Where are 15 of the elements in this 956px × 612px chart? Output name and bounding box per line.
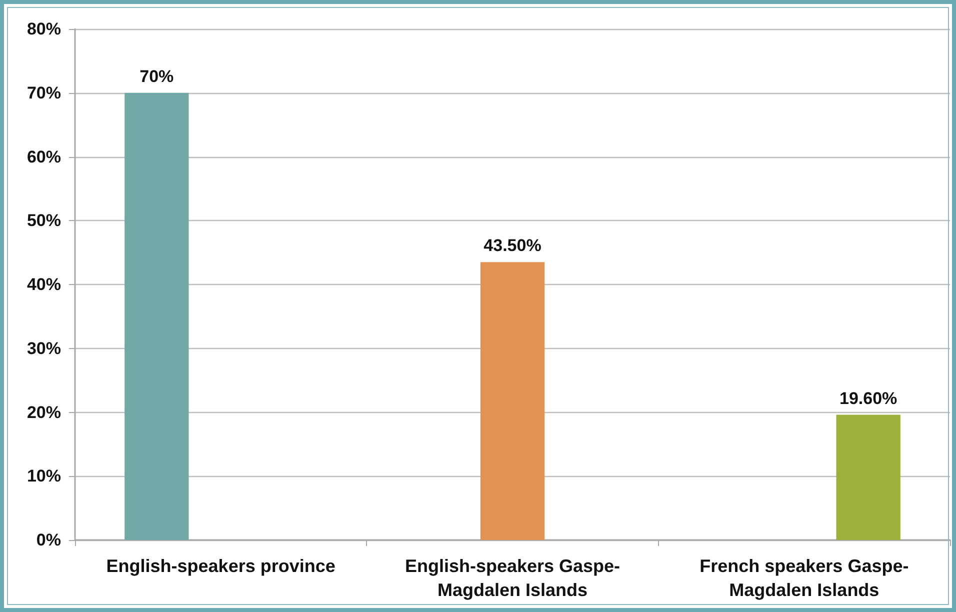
y-tick-label: 20% (26, 402, 61, 422)
data-label: 19.60% (839, 388, 898, 408)
data-label: 70% (140, 66, 174, 86)
y-tick-label: 30% (26, 338, 61, 358)
x-tick-label: French speakers Gaspe-Magdalen Islands (700, 556, 909, 600)
data-label: 43.50% (484, 236, 542, 256)
y-tick-label: 80% (26, 20, 61, 38)
x-tick-label: English-speakers province (106, 556, 336, 576)
y-tick-label: 70% (26, 83, 61, 102)
x-tick-label: English-speakers Gaspe-Magdalen Islands (404, 556, 620, 600)
y-tick-label: 40% (26, 275, 61, 294)
y-tick-label: 0% (36, 530, 61, 550)
y-tick-label: 60% (26, 147, 61, 166)
y-tick-label: 50% (26, 211, 61, 230)
y-tick-label: 10% (26, 466, 61, 486)
